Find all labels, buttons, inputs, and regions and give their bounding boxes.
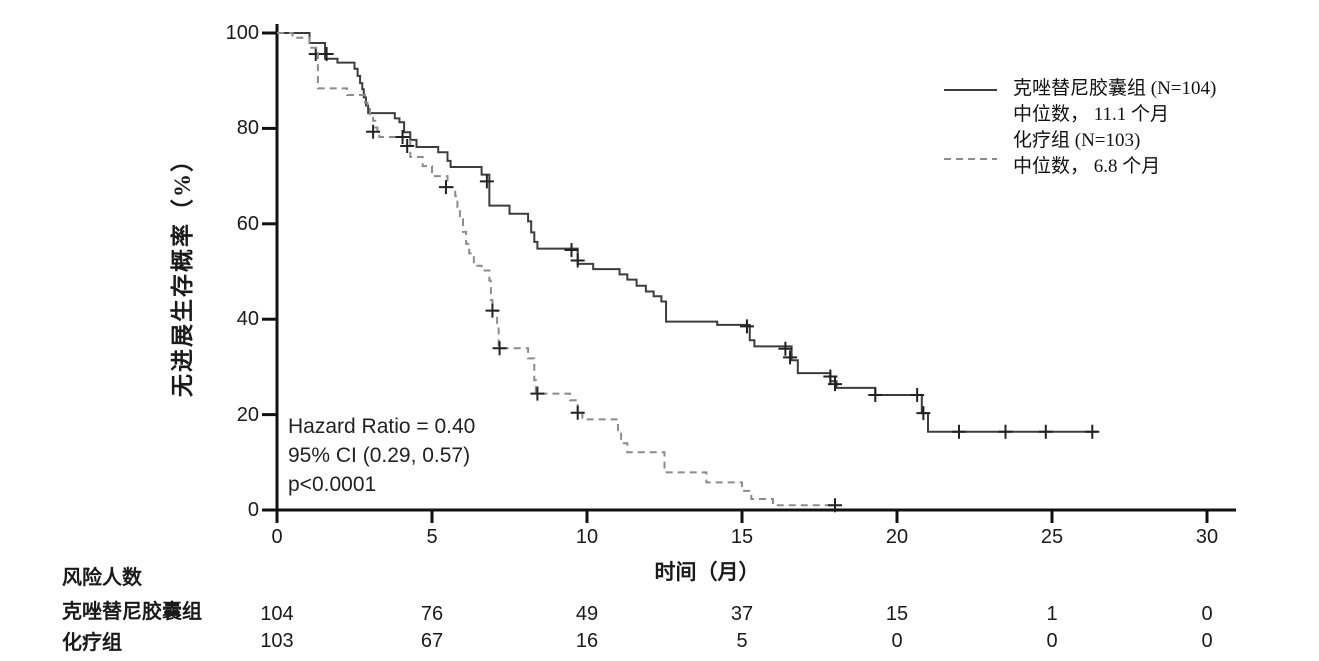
risk-count-value: 5: [736, 630, 748, 652]
risk-count-value: 103: [260, 630, 294, 652]
x-tick-label: 0: [271, 526, 283, 548]
legend-text-line: 中位数， 6.8 个月: [1013, 156, 1161, 177]
x-tick-label: 30: [1195, 526, 1219, 548]
stats-annotation: Hazard Ratio = 0.40 95% CI (0.29, 0.57) …: [288, 412, 475, 499]
p-value-text: p<0.0001: [288, 473, 377, 496]
risk-count-value: 16: [575, 630, 599, 652]
risk-count-value: 0: [1201, 630, 1213, 652]
risk-count-value: 0: [891, 630, 903, 652]
survival-curve-solid: [277, 32, 1097, 433]
y-axis-title: 无进展生存概率（%）: [170, 147, 195, 397]
y-tick-label: 80: [236, 117, 259, 140]
legend: 克唑替尼胶囊组 (N=104) 中位数， 11.1 个月 化疗组 (N=103) 中位…: [1013, 76, 1216, 180]
confidence-interval-text: 95% CI (0.29, 0.57): [288, 444, 471, 467]
risk-count-value: 37: [730, 603, 754, 625]
y-tick-label: 20: [236, 403, 259, 426]
risk-row-label: 克唑替尼胶囊组: [62, 601, 202, 623]
x-tick-label: 10: [575, 526, 599, 548]
risk-count-value: 0: [1201, 603, 1213, 625]
legend-text-line: 化疗组 (N=103): [1013, 130, 1141, 151]
x-axis-title: 时间（月）: [654, 560, 760, 584]
x-tick-label: 20: [885, 526, 909, 548]
y-tick-label: 100: [225, 22, 259, 44]
censor-marks-dashed: [366, 124, 842, 513]
risk-row-label: 化疗组: [62, 632, 122, 654]
risk-count-value: 1: [1046, 603, 1058, 625]
y-tick-label: 60: [236, 212, 259, 235]
risk-table-header: 风险人数: [62, 567, 142, 589]
y-tick-label: 0: [247, 499, 259, 521]
x-tick-label: 5: [426, 526, 438, 548]
risk-count-value: 0: [1046, 630, 1058, 652]
legend-text-line: 克唑替尼胶囊组 (N=104): [1013, 78, 1217, 99]
risk-count-value: 104: [260, 603, 294, 625]
hazard-ratio-text: Hazard Ratio = 0.40: [288, 415, 476, 438]
risk-count-value: 67: [420, 630, 444, 652]
y-tick-label: 40: [236, 308, 259, 331]
legend-text-line: 中位数， 11.1 个月: [1013, 104, 1170, 125]
censor-marks-solid: [308, 46, 1100, 439]
risk-count-value: 15: [885, 603, 909, 625]
survival-curve-dashed: [277, 32, 835, 507]
risk-count-value: 49: [575, 603, 599, 625]
x-tick-label: 25: [1040, 526, 1064, 548]
x-tick-label: 15: [730, 526, 754, 548]
risk-count-value: 76: [420, 603, 444, 625]
